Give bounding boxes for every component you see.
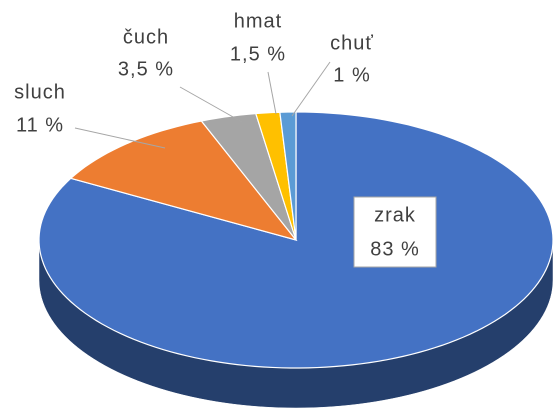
value-label: 83 % — [370, 238, 420, 260]
slice — [200, 112, 297, 241]
value-label: 1 % — [333, 64, 370, 86]
leader-line — [267, 71, 277, 115]
value-label: 11 % — [16, 114, 64, 136]
slice — [279, 111, 297, 241]
label-box — [353, 196, 437, 268]
slice — [69, 120, 298, 242]
leader-line — [291, 61, 331, 117]
category-label: sluch — [14, 81, 66, 103]
leader-line — [179, 86, 243, 123]
value-label: 3,5 % — [118, 58, 174, 80]
category-label: hmat — [234, 10, 282, 32]
value-label: 1,5 % — [230, 43, 286, 65]
category-label: čuch — [123, 26, 169, 48]
category-label: zrak — [374, 204, 416, 226]
category-label: chuť — [330, 32, 374, 54]
leader-line — [74, 127, 166, 149]
